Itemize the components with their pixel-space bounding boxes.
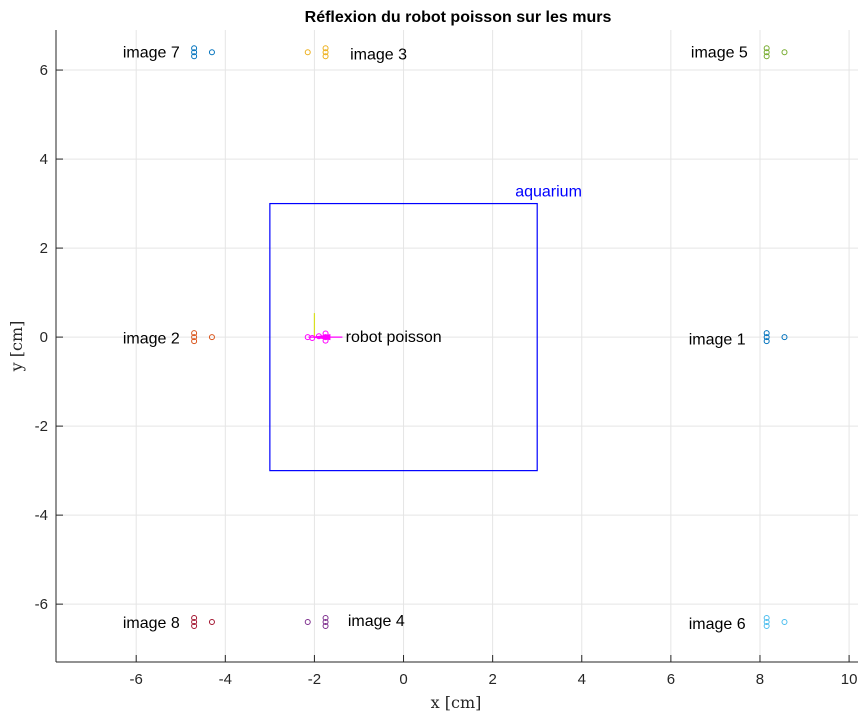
y-tick-label: -2 (35, 418, 48, 435)
data-point (763, 622, 770, 629)
data-point (191, 614, 198, 621)
x-axis-label: x [cm] (431, 693, 482, 712)
data-point (322, 622, 329, 629)
data-point (191, 53, 198, 60)
annotation-layer: image 1 image 2 image 3 image 4 image 5 image… (123, 44, 748, 633)
data-point (208, 618, 215, 625)
data-point (763, 338, 770, 345)
x-tick-label: 0 (399, 671, 407, 688)
data-point (763, 614, 770, 621)
y-tick-label: 6 (40, 62, 48, 79)
aquarium-label: aquarium (515, 184, 582, 201)
x-tick-label: 2 (488, 671, 496, 688)
x-tick-label: -4 (219, 671, 232, 688)
y-tick-label: -4 (35, 507, 48, 524)
annotation-label: image 5 (691, 44, 748, 61)
data-point (191, 618, 198, 625)
y-tick-label: 2 (40, 240, 48, 257)
data-point (322, 618, 329, 625)
data-point (208, 49, 215, 56)
axes-layer: -6 -4 -2 0 2 4 6 8 10 -6 -4 -2 0 2 4 6 (35, 30, 858, 688)
y-tick-label: 0 (40, 329, 48, 346)
annotation-label: image 8 (123, 615, 180, 632)
chart-title: Réflexion du robot poisson sur les murs (305, 9, 612, 26)
data-point (781, 49, 788, 56)
data-point (763, 53, 770, 60)
y-tick-label: -6 (35, 596, 48, 613)
data-point (191, 49, 198, 56)
y-tick-label: 4 (40, 151, 48, 168)
annotation-label: image 3 (350, 46, 407, 63)
data-point (322, 337, 329, 344)
aquarium-rectangle (269, 202, 538, 472)
y-axis-label: y [cm] (7, 321, 26, 373)
data-point (304, 49, 311, 56)
data-point (191, 334, 198, 341)
data-point (763, 334, 770, 341)
annotation-label: image 1 (689, 331, 746, 348)
annotation-label: robot poisson (346, 329, 442, 346)
points-layer (191, 45, 788, 629)
data-point (322, 614, 329, 621)
x-tick-label: 6 (667, 671, 675, 688)
annotation-label: image 7 (123, 44, 180, 61)
data-point (315, 333, 322, 340)
data-point (191, 330, 198, 337)
data-point (322, 330, 329, 337)
aquarium-layer: aquarium (269, 184, 582, 472)
data-point (763, 618, 770, 625)
x-tick-label: 8 (756, 671, 764, 688)
annotation-label: image 2 (123, 330, 180, 347)
x-tick-label: -2 (308, 671, 321, 688)
annotation-label: image 6 (689, 616, 746, 633)
grid-layer (56, 30, 858, 662)
data-point (191, 45, 198, 52)
data-point (763, 45, 770, 52)
data-point (309, 334, 316, 341)
x-tick-label: 10 (841, 671, 858, 688)
x-tick-label: -6 (130, 671, 143, 688)
data-point (191, 622, 198, 629)
data-point (322, 53, 329, 60)
data-point (781, 618, 788, 625)
data-point (763, 330, 770, 337)
data-point (208, 334, 215, 341)
x-tick-label: 4 (578, 671, 586, 688)
data-point (322, 49, 329, 56)
annotation-label: image 4 (348, 613, 405, 630)
data-point (781, 334, 788, 341)
data-point (322, 45, 329, 52)
data-point (191, 338, 198, 345)
data-point (763, 49, 770, 56)
data-point (322, 334, 329, 341)
data-point (304, 618, 311, 625)
